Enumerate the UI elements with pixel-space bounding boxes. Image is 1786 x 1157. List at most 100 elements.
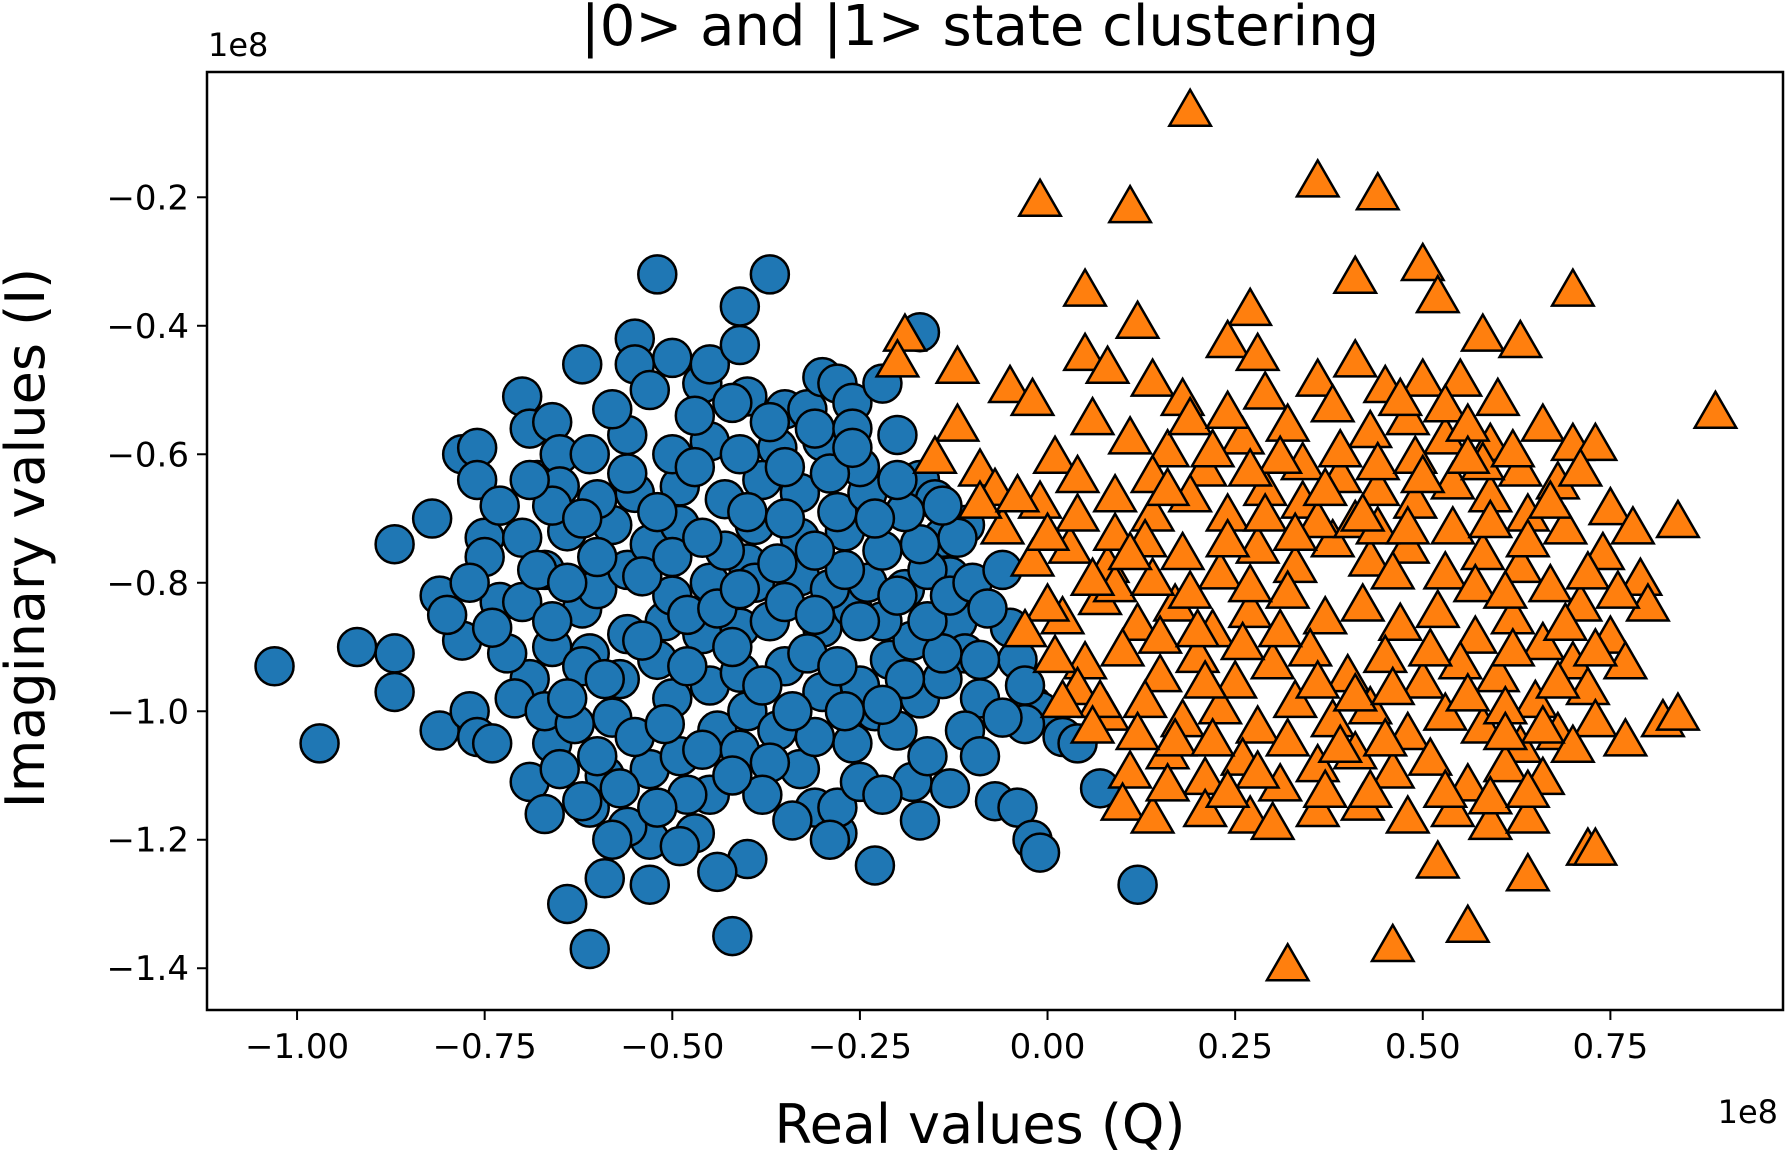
x-tick-label: 0.75 bbox=[1573, 1027, 1649, 1067]
data-point-circle bbox=[546, 678, 588, 719]
data-point-triangle bbox=[1422, 691, 1469, 731]
x-tick-label: 0.50 bbox=[1385, 1027, 1461, 1067]
data-point-circle bbox=[599, 768, 641, 809]
data-point-circle bbox=[809, 453, 851, 494]
data-point-triangle bbox=[1617, 556, 1664, 597]
data-point-triangle bbox=[1302, 594, 1349, 635]
data-point-triangle bbox=[1182, 787, 1229, 828]
data-point-circle bbox=[922, 485, 963, 526]
data-point-circle bbox=[742, 774, 783, 816]
data-point-triangle bbox=[1287, 626, 1334, 667]
data-point-circle bbox=[832, 427, 873, 469]
data-point-triangle bbox=[1197, 684, 1244, 725]
data-point-triangle bbox=[1309, 382, 1356, 423]
data-point-circle bbox=[907, 601, 948, 642]
data-point-triangle bbox=[1437, 639, 1484, 680]
data-point-triangle bbox=[1347, 408, 1394, 449]
data-point-circle bbox=[719, 286, 761, 327]
data-point-circle bbox=[727, 491, 768, 533]
data-point-triangle bbox=[1144, 427, 1191, 468]
data-point-circle bbox=[749, 254, 791, 295]
data-point-triangle bbox=[1227, 286, 1274, 327]
data-point-circle bbox=[426, 594, 468, 636]
data-point-triangle bbox=[1384, 793, 1431, 834]
data-point-circle bbox=[674, 395, 716, 436]
data-point-triangle bbox=[1549, 723, 1596, 764]
data-point-triangle bbox=[1384, 524, 1431, 564]
data-point-triangle bbox=[1437, 357, 1484, 397]
data-point-circle bbox=[374, 633, 415, 674]
data-point-triangle bbox=[1152, 716, 1199, 757]
data-point-circle bbox=[839, 601, 881, 642]
data-point-triangle bbox=[1527, 562, 1574, 603]
data-point-triangle bbox=[1504, 851, 1551, 892]
data-point-triangle bbox=[1129, 492, 1176, 532]
data-point-triangle bbox=[1009, 376, 1056, 417]
data-point-triangle bbox=[1129, 357, 1176, 397]
data-point-triangle bbox=[987, 363, 1033, 404]
data-point-triangle bbox=[1497, 318, 1544, 359]
data-point-triangle bbox=[874, 337, 921, 378]
data-point-circle bbox=[742, 665, 783, 706]
data-point-triangle bbox=[1054, 492, 1101, 532]
data-point-triangle bbox=[1077, 678, 1124, 719]
data-point-triangle bbox=[1317, 723, 1364, 764]
data-point-circle bbox=[982, 697, 1023, 738]
y-offset-label: 1e8 bbox=[208, 26, 268, 64]
data-point-circle bbox=[907, 735, 948, 777]
data-point-triangle bbox=[1264, 941, 1311, 982]
data-point-triangle bbox=[979, 504, 1026, 545]
data-point-triangle bbox=[1182, 447, 1229, 487]
data-point-circle bbox=[629, 864, 671, 905]
data-point-triangle bbox=[1369, 665, 1416, 706]
data-point-triangle bbox=[1347, 536, 1394, 577]
data-point-triangle bbox=[1504, 517, 1551, 558]
data-point-triangle bbox=[1167, 395, 1214, 436]
y-axis-label: Imaginary values (I) bbox=[0, 268, 57, 808]
x-tick-label: 0.25 bbox=[1197, 1027, 1273, 1067]
data-point-triangle bbox=[1264, 569, 1311, 609]
data-point-circle bbox=[561, 780, 603, 822]
x-tick-label: −1.00 bbox=[245, 1027, 349, 1067]
data-point-circle bbox=[607, 453, 648, 494]
data-point-triangle bbox=[1182, 659, 1229, 699]
y-tick-label: −0.2 bbox=[106, 178, 189, 218]
data-point-triangle bbox=[1504, 793, 1551, 834]
data-point-triangle bbox=[1347, 768, 1394, 809]
data-point-triangle bbox=[1459, 312, 1506, 352]
data-point-triangle bbox=[1407, 736, 1454, 776]
data-point-triangle bbox=[1024, 511, 1071, 552]
data-point-triangle bbox=[1294, 659, 1341, 699]
data-point-triangle bbox=[1174, 607, 1221, 648]
data-point-triangle bbox=[1257, 434, 1304, 474]
data-point-circle bbox=[576, 735, 618, 777]
data-point-triangle bbox=[1212, 659, 1259, 699]
data-point-triangle bbox=[1197, 549, 1244, 590]
data-point-triangle bbox=[1107, 530, 1154, 571]
data-point-triangle bbox=[1234, 331, 1281, 372]
data-point-triangle bbox=[1369, 922, 1416, 963]
data-point-triangle bbox=[1467, 498, 1514, 539]
data-point-circle bbox=[411, 498, 453, 539]
plot-frame bbox=[205, 70, 1785, 1012]
data-point-triangle bbox=[881, 312, 928, 352]
data-point-circle bbox=[1019, 832, 1061, 873]
data-point-triangle bbox=[1137, 614, 1184, 654]
data-point-triangle bbox=[934, 402, 981, 442]
data-point-triangle bbox=[1422, 382, 1469, 423]
data-point-triangle bbox=[1399, 453, 1446, 494]
data-point-triangle bbox=[1317, 427, 1364, 468]
data-point-triangle bbox=[1422, 768, 1469, 809]
data-point-circle bbox=[719, 568, 761, 610]
data-point-triangle bbox=[1459, 530, 1506, 571]
data-point-triangle bbox=[1159, 530, 1206, 571]
data-point-triangle bbox=[1542, 504, 1589, 545]
data-point-triangle bbox=[1032, 633, 1078, 674]
data-point-triangle bbox=[1107, 748, 1154, 789]
data-point-circle bbox=[794, 408, 836, 449]
data-point-circle bbox=[929, 768, 971, 809]
y-tick-label: −0.8 bbox=[106, 564, 189, 604]
x-axis-label: Real values (Q) bbox=[774, 1093, 1185, 1156]
data-point-triangle bbox=[1227, 588, 1274, 629]
data-point-triangle bbox=[1129, 556, 1176, 597]
